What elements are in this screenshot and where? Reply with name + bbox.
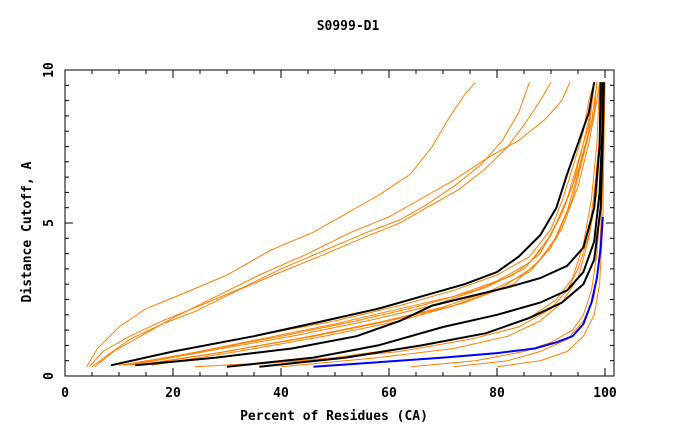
x-tick-label: 60 (381, 386, 397, 401)
y-tick-label: 5 (42, 219, 57, 227)
series-line-8 (129, 82, 595, 366)
chart-title: S0999-D1 (317, 19, 380, 34)
series-line-3 (91, 81, 552, 368)
x-tick-label: 40 (273, 386, 289, 401)
tick-labels: 0 20 40 60 80 100 0 5 10 (42, 62, 617, 401)
x-tick-label: 20 (165, 386, 181, 401)
series-line-5 (110, 82, 595, 366)
series-line-22 (313, 216, 604, 368)
x-tick-label: 0 (61, 386, 69, 401)
axis-ticks (64, 69, 614, 377)
series-line-20 (226, 82, 604, 368)
series-line-19 (135, 82, 602, 367)
y-tick-label: 0 (42, 372, 57, 380)
series-line-2 (88, 82, 530, 368)
series-line-9 (135, 82, 598, 366)
y-axis-label: Distance Cutoff, A (20, 161, 35, 302)
x-tick-label: 100 (593, 386, 617, 401)
series-line-1 (86, 81, 476, 368)
x-tick-label: 80 (489, 386, 505, 401)
series-line-7 (124, 82, 595, 366)
series-line-21 (259, 82, 605, 368)
series-line-13 (226, 82, 601, 368)
y-tick-label: 10 (42, 62, 57, 78)
series-line-11 (151, 82, 601, 366)
series-line-12 (194, 82, 602, 368)
series-line-18 (110, 82, 596, 367)
x-axis-label: Percent of Residues (CA) (240, 409, 428, 424)
series-line-17 (496, 82, 606, 368)
series-lines (86, 81, 606, 368)
series-line-15 (410, 82, 605, 368)
series-line-14 (280, 82, 603, 368)
series-line-4 (94, 81, 571, 368)
series-line-10 (140, 82, 598, 366)
